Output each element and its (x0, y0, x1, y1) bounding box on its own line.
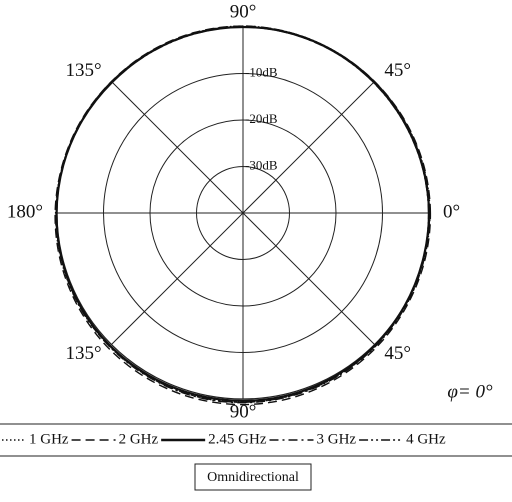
angle-label: 45° (384, 60, 411, 81)
legend-label: 2.45 GHz (208, 431, 267, 447)
angle-label: 90° (230, 1, 257, 22)
angle-label: 45° (384, 343, 411, 364)
legend-label: 3 GHz (316, 431, 356, 447)
series-line (54, 25, 432, 406)
angle-label: 135° (65, 343, 101, 364)
grid-spoke (242, 81, 375, 214)
angle-label: 90° (230, 401, 257, 422)
grid-spoke (111, 81, 244, 214)
angle-label: 135° (65, 60, 101, 81)
legend-label: 2 GHz (119, 431, 159, 447)
angle-label: 180° (7, 201, 43, 222)
angle-label: 0° (443, 201, 460, 222)
caption-box (194, 463, 312, 491)
legend-label: 1 GHz (29, 431, 69, 447)
r-tick-label: -20dB (245, 111, 278, 126)
r-tick-label: -10dB (245, 64, 278, 79)
grid-spoke (111, 212, 244, 345)
grid-spoke (242, 212, 375, 345)
series-line (55, 26, 430, 403)
annotation: φ= 0° (447, 381, 493, 402)
r-tick-label: -30dB (245, 157, 278, 172)
legend-label: 4 GHz (406, 431, 446, 447)
caption: Omnidirectional (207, 470, 299, 485)
